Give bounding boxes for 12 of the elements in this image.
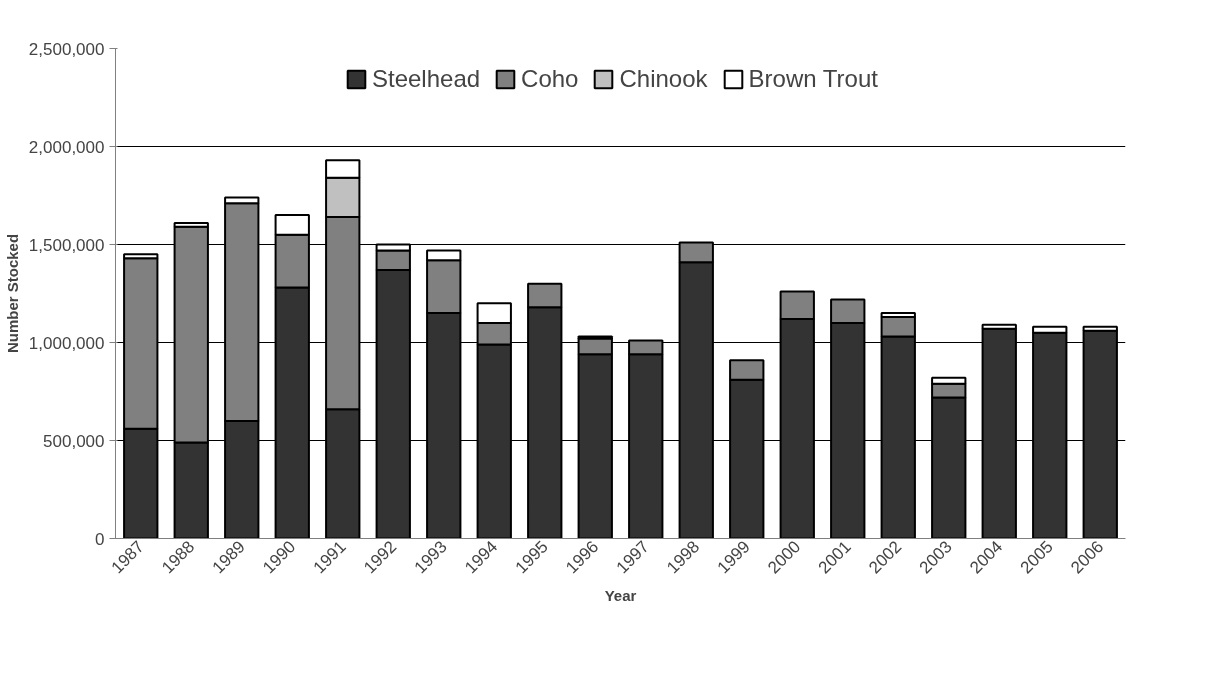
- y-axis-title: Number Stocked: [3, 233, 21, 354]
- legend-label: Steelhead: [372, 65, 481, 93]
- legend-label: Brown Trout: [748, 65, 878, 93]
- x-axis-title: Year: [604, 586, 637, 604]
- y-tick-label: 0: [95, 529, 105, 549]
- y-tick-label: 1,000,000: [28, 333, 105, 353]
- y-tick-label: 500,000: [43, 431, 105, 451]
- y-tick-label: 2,500,000: [28, 39, 105, 59]
- legend-label: Coho: [521, 65, 579, 93]
- legend-label: Chinook: [619, 65, 708, 93]
- y-tick-label: 2,000,000: [28, 137, 105, 157]
- y-tick-label: 1,500,000: [28, 235, 105, 255]
